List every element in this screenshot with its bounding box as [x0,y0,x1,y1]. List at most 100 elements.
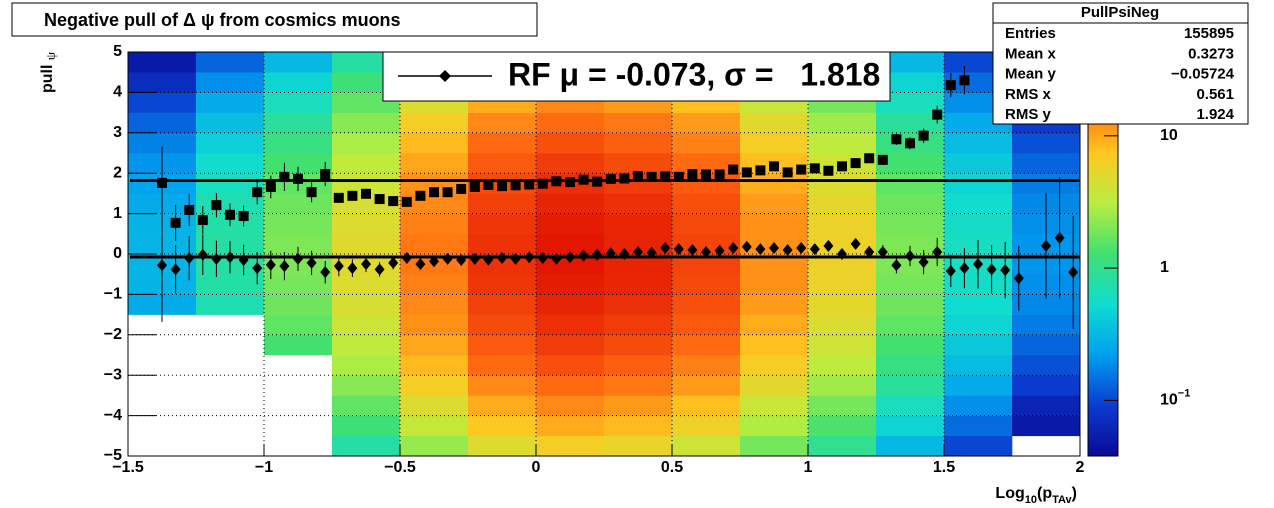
z-tick-base: 10 [1160,127,1178,144]
square-marker [184,204,195,215]
heat-cell [604,375,673,396]
heat-cell [808,213,877,235]
heat-cell [808,294,877,315]
x-tick-label: 0 [532,459,541,476]
square-marker [796,164,807,175]
y-tick-label: −4 [104,407,122,424]
square-marker [374,194,385,205]
diamond-marker [1000,264,1011,277]
square-marker [361,188,371,199]
square-marker [877,154,888,165]
diamond-marker [225,251,235,264]
heat-cell [604,254,673,275]
stats-value: 155895 [1184,25,1234,42]
square-marker [469,181,480,192]
heat-cell [740,112,809,134]
stats-value: −0.05724 [1171,66,1235,83]
heat-cell [536,334,605,356]
heat-cell [740,314,809,336]
square-marker [782,167,793,178]
heat-cell [672,375,741,396]
heat-cell [740,274,809,295]
heat-cell [196,274,265,295]
heat-cell [604,132,673,154]
square-marker [864,153,875,164]
diamond-marker [660,241,671,254]
diamond-marker [265,258,276,271]
heat-cell [196,92,265,113]
heat-cell [808,193,877,214]
square-marker [959,75,970,86]
z-tick-exponent: −1 [1178,387,1191,399]
heat-cell [128,72,197,93]
square-marker [157,177,167,188]
heat-cell [264,274,333,295]
heat-cell [740,435,809,457]
diamond-marker [605,247,616,260]
heat-cell [740,415,809,437]
heat-cell [944,132,1013,154]
square-marker [320,169,331,180]
diamond-marker [456,254,467,267]
diamond-marker [755,243,766,256]
heat-cell [400,153,469,174]
heat-cell [1012,395,1081,416]
heat-cell [876,415,945,437]
x-tick-label: −1 [255,459,273,476]
diamond-marker [673,243,684,256]
heat-cell [468,415,537,437]
heat-cell [332,375,401,396]
stats-key: RMS x [1005,86,1052,103]
heat-cell [808,112,877,134]
heat-cell [332,233,401,255]
heat-cell [468,294,537,315]
square-marker [442,187,453,198]
y-tick-label: 0 [113,245,122,262]
z-tick-base: 10 [1160,392,1178,409]
square-marker [537,178,548,189]
square-marker [932,109,943,120]
heat-cell [400,112,469,134]
heat-cell [536,435,605,457]
heat-cell [876,233,945,255]
z-tick-label: 10 [1160,127,1178,144]
square-marker [619,173,630,184]
heat-cell [468,233,537,255]
heat-cell [400,375,469,396]
heat-cell [808,435,877,457]
y-axis-label: pull ψ [39,52,58,93]
heat-cell [944,334,1013,356]
heat-cell [196,52,265,73]
diamond-marker [1041,239,1051,252]
heat-cell [400,213,469,235]
diamond-marker [633,245,643,258]
heat-cell [672,193,741,214]
title-box [11,2,538,37]
diamond-marker [741,240,752,253]
diamond-marker [347,262,358,275]
heat-cell [1012,132,1081,154]
heat-cell [468,395,537,416]
diamond-marker [1068,266,1079,279]
heat-cell [876,274,945,295]
heat-cell [264,334,333,356]
heat-cell [332,274,401,295]
heat-cell [604,355,673,376]
heat-cell [536,193,605,214]
heat-cell [740,294,809,315]
heat-cell [604,334,673,356]
heat-cell [1012,355,1081,376]
heat-cell [944,294,1013,315]
stats-key: Mean x [1005,45,1057,62]
square-marker [646,171,657,182]
heat-cell [468,213,537,235]
square-marker [225,209,235,220]
x-tick-label: 2 [1076,459,1085,476]
heat-cell [332,415,401,437]
diamond-marker [1013,272,1024,285]
diamond-marker [279,260,290,273]
square-marker [837,161,847,172]
heat-cell [808,395,877,416]
heat-cell [400,274,469,295]
